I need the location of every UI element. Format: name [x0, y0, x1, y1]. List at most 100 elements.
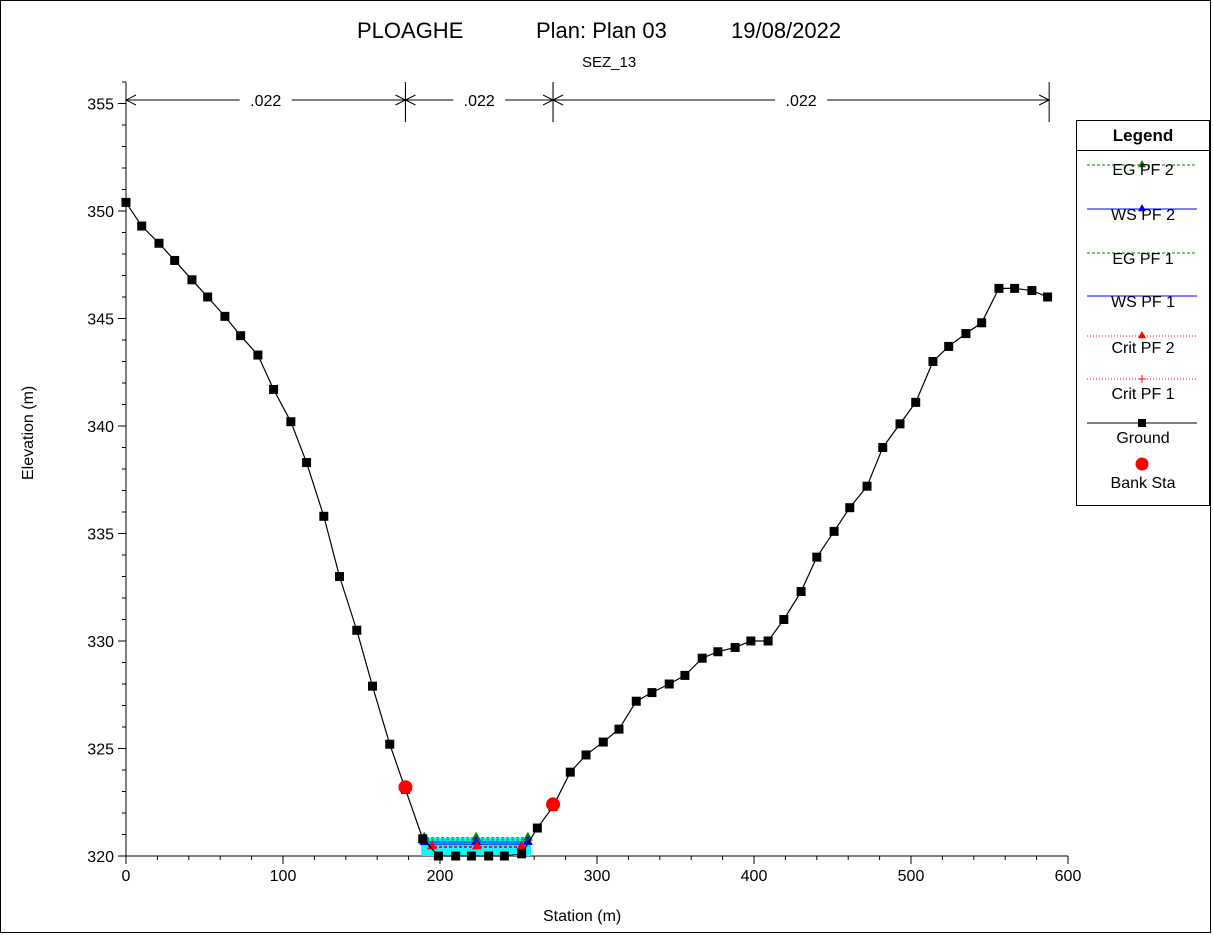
ground-point — [812, 552, 822, 562]
ground-point — [121, 197, 131, 207]
bank-station-point — [546, 797, 561, 812]
ground-point — [994, 283, 1004, 293]
ground-point — [302, 458, 312, 468]
ground-point — [418, 834, 428, 844]
ground-point — [319, 511, 329, 521]
x-tick-label-3: 300 — [584, 868, 611, 885]
ground-point — [598, 737, 608, 747]
y-axis-label: Elevation (m) — [20, 385, 37, 480]
ground-point — [581, 750, 591, 760]
ground-point — [352, 625, 362, 635]
ground-point — [713, 647, 723, 657]
mannings-arrow-left-1 — [404, 94, 416, 106]
ground-point — [796, 587, 806, 597]
ground-point — [532, 823, 542, 833]
y-tick-label-2: 330 — [87, 634, 114, 651]
chart-title-plan: Plan: Plan 03 — [536, 18, 667, 43]
ground-point — [911, 397, 921, 407]
y-tick-label-3: 335 — [87, 527, 114, 544]
legend-entry-ws-pf2: WS PF 2 — [1110, 207, 1175, 224]
ground-point — [335, 572, 345, 581]
x-tick-label-6: 600 — [1055, 868, 1082, 885]
ground-point — [1010, 283, 1020, 293]
ground-point — [154, 238, 164, 248]
mannings-label-0: .022 — [250, 93, 281, 110]
legend-marker-eg-pf2 — [1138, 160, 1146, 168]
ground-point — [484, 851, 494, 861]
x-tick-label-1: 100 — [270, 868, 297, 885]
legend-marker-crit-pf2 — [1138, 331, 1146, 339]
ground-point — [730, 642, 740, 652]
ground-point — [614, 724, 624, 734]
ground-point — [565, 767, 575, 777]
ground-point — [895, 419, 905, 429]
ground-point — [779, 615, 789, 624]
legend-entry-ws-pf1: WS PF 1 — [1110, 294, 1175, 311]
legend: Legend EG PF 2 WS PF 2 EG PF 1 WS PF 1 C… — [1076, 120, 1210, 506]
mannings-label-1: .022 — [464, 93, 495, 110]
y-tick-label-1: 325 — [87, 742, 114, 759]
ground-point — [517, 849, 527, 859]
ground-point — [203, 292, 213, 302]
y-tick-label-4: 340 — [87, 419, 114, 436]
ground-point — [977, 318, 987, 328]
ground-point — [664, 679, 674, 689]
ground-point — [433, 851, 443, 861]
ground-point — [763, 636, 773, 646]
legend-entry-eg-pf1: EG PF 1 — [1112, 251, 1174, 268]
y-tick-label-6: 350 — [87, 204, 114, 221]
legend-entry-eg-pf2: EG PF 2 — [1112, 162, 1174, 179]
ground-point — [928, 357, 938, 366]
x-axis-label: Station (m) — [543, 908, 622, 925]
ground-point — [1043, 292, 1053, 302]
ground-point — [697, 653, 707, 663]
ground-point — [137, 221, 147, 231]
legend-entry-crit-pf2: Crit PF 2 — [1111, 340, 1175, 357]
ground-point — [220, 311, 230, 321]
ground-point — [170, 255, 180, 265]
x-tick-label-0: 0 — [122, 868, 131, 885]
ground-point — [647, 688, 657, 698]
ground-point — [269, 384, 279, 394]
y-tick-label-0: 320 — [87, 849, 114, 866]
legend-marker-bank-sta — [1135, 457, 1149, 471]
marker-ws-pf-2-1 — [471, 836, 482, 846]
ground-point — [862, 481, 872, 491]
legend-entry-crit-pf1: Crit PF 1 — [1111, 386, 1175, 403]
ground-point — [451, 851, 461, 861]
legend-marker-ws-pf2 — [1138, 204, 1146, 212]
mannings-label-2: .022 — [786, 93, 817, 110]
bank-station-point — [398, 780, 413, 795]
ground-point — [944, 341, 954, 351]
ground-point — [961, 329, 971, 339]
ground-point — [829, 526, 839, 536]
y-tick-label-7: 355 — [87, 97, 114, 114]
x-tick-label-2: 200 — [427, 868, 454, 885]
x-tick-label-4: 400 — [741, 868, 768, 885]
ground-point — [236, 331, 246, 341]
chart-title-date: 19/08/2022 — [731, 18, 842, 43]
mannings-arrow-left-2 — [551, 94, 564, 106]
legend-title: Legend — [1077, 121, 1209, 151]
chart-subtitle: SEZ_13 — [582, 54, 637, 71]
ground-point — [286, 417, 296, 427]
x-tick-label-5: 500 — [898, 868, 925, 885]
legend-symbols — [1087, 160, 1197, 471]
ground-point — [845, 503, 855, 513]
legend-marker-ground — [1138, 419, 1146, 427]
mannings-arrow-left-0 — [124, 94, 137, 106]
ground-point — [466, 851, 476, 861]
ground-point — [1027, 286, 1037, 296]
ground-point — [746, 636, 756, 646]
ground-point — [385, 739, 395, 749]
ground-point — [367, 681, 377, 691]
ground-point — [680, 670, 690, 680]
y-tick-label-5: 345 — [87, 312, 114, 329]
ground-point — [499, 851, 509, 861]
ground-point — [253, 350, 263, 360]
mannings-arrow-right-2 — [1038, 94, 1051, 106]
legend-entry-ground: Ground — [1116, 430, 1170, 447]
chart-title-project: PLOAGHE — [357, 18, 464, 43]
